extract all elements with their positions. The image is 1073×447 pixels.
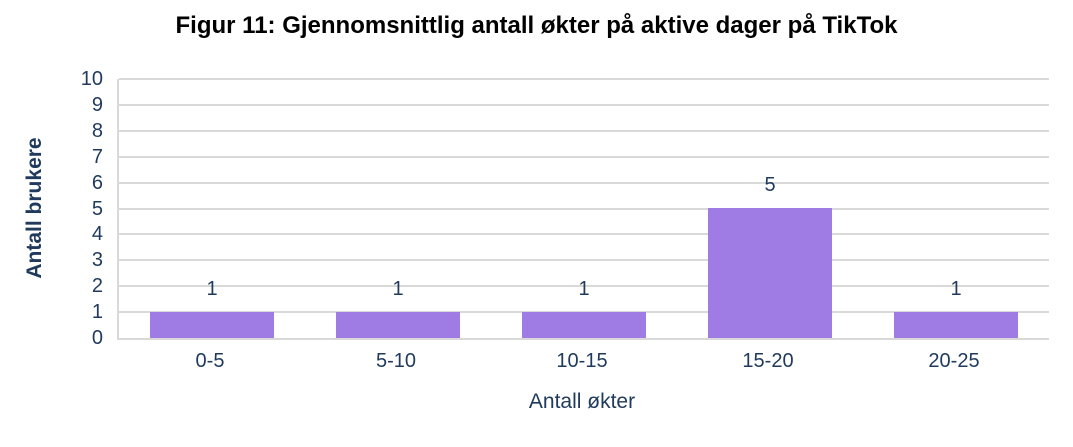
y-tick-label: 4 <box>91 223 103 246</box>
gridline <box>119 207 1049 210</box>
y-tick-label: 6 <box>91 171 103 194</box>
y-tick-label: 10 <box>80 68 103 90</box>
y-tick-label: 2 <box>91 275 103 298</box>
gridline <box>119 181 1049 184</box>
y-tick-label: 3 <box>91 249 103 272</box>
x-axis-title: Antall økter <box>528 390 636 413</box>
y-tick-label: 7 <box>91 145 103 168</box>
bar-value-label: 1 <box>206 278 218 300</box>
bar-value-label: 1 <box>950 278 962 300</box>
bar <box>336 312 460 338</box>
x-tick-label: 10-15 <box>556 350 608 372</box>
bar <box>150 312 274 338</box>
y-tick-label: 8 <box>91 119 103 142</box>
bar <box>894 312 1018 338</box>
gridline <box>119 233 1049 236</box>
x-tick-label: 15-20 <box>742 350 794 372</box>
gridline <box>119 129 1049 132</box>
gridline <box>119 285 1049 288</box>
gridline <box>119 259 1049 262</box>
gridline <box>119 78 1049 80</box>
gridline <box>119 103 1049 106</box>
chart-title: Figur 11: Gjennomsnittlig antall økter p… <box>175 12 898 39</box>
bar-value-label: 1 <box>392 278 404 300</box>
gridline <box>119 155 1049 158</box>
plot-area: 1 1 1 5 1 <box>117 78 1049 340</box>
bar <box>522 312 646 338</box>
bar <box>708 208 832 338</box>
y-tick-label: 1 <box>91 301 103 324</box>
bar-value-label: 1 <box>578 278 590 300</box>
x-tick-label: 5-10 <box>375 350 417 372</box>
y-tick-label: 9 <box>91 93 103 116</box>
y-axis-title: Antall brukere <box>23 137 46 279</box>
y-tick-label: 5 <box>91 197 103 220</box>
x-tick-label: 20-25 <box>928 350 980 372</box>
bar-value-label: 5 <box>764 174 776 196</box>
x-tick-label: 0-5 <box>195 350 225 372</box>
y-tick-label: 0 <box>91 327 103 349</box>
